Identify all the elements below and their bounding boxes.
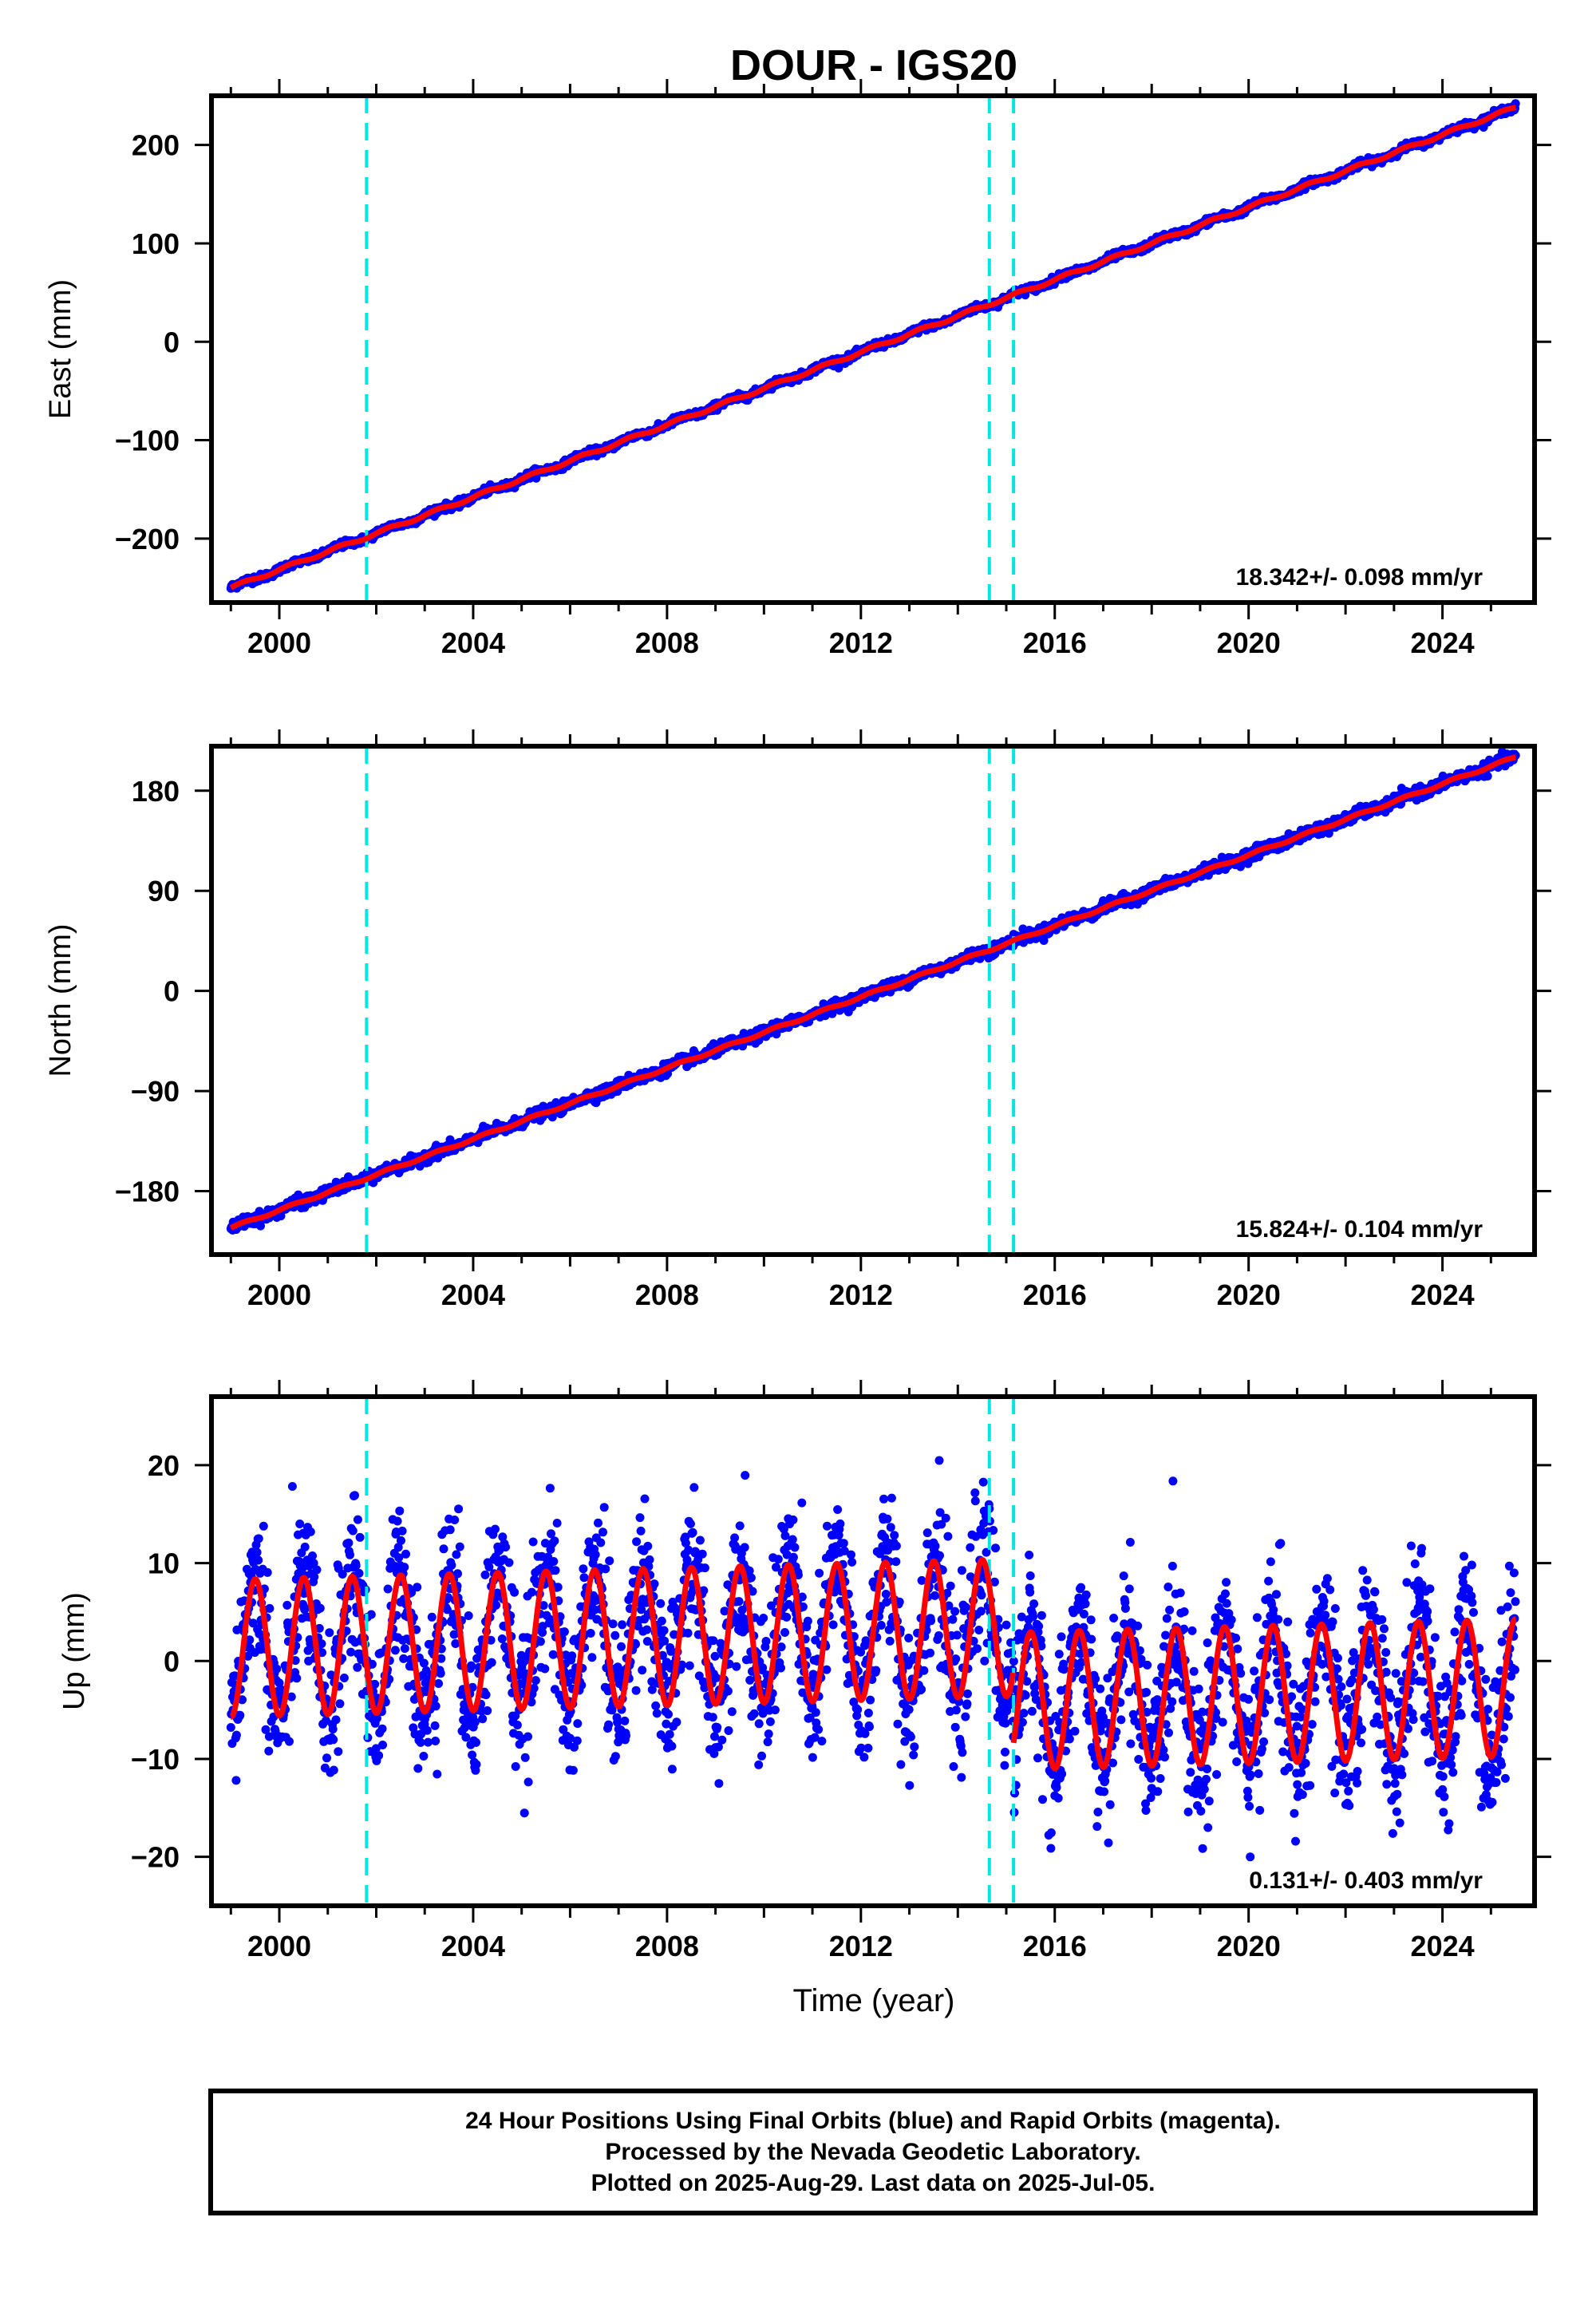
data-point [374, 1751, 384, 1761]
x-tick-label: 2000 [247, 1279, 311, 1311]
data-point [292, 1674, 302, 1683]
data-point [325, 1628, 334, 1638]
data-point [329, 1765, 338, 1775]
data-point [254, 1534, 263, 1543]
x-tick-label: 2004 [441, 626, 505, 659]
data-point [272, 1664, 282, 1674]
data-point [295, 1520, 305, 1528]
y-tick-label: 200 [132, 129, 180, 162]
data-point [259, 1521, 268, 1531]
data-point [383, 1584, 393, 1594]
final-orbit-points [226, 1456, 1520, 1862]
y-tick-label: 90 [148, 875, 180, 907]
data-point [264, 1746, 274, 1756]
data-point [235, 1710, 245, 1720]
data-point [1483, 772, 1492, 781]
data-point [344, 1538, 354, 1547]
x-tick-label: 2008 [635, 1279, 699, 1311]
data-point [263, 1567, 272, 1577]
data-point [300, 1605, 310, 1614]
data-point [400, 1563, 409, 1572]
y-tick-label: −200 [115, 523, 180, 555]
data-point [231, 1730, 241, 1740]
data-point [331, 1715, 341, 1725]
east-panel: 2000 2004 2008 2012 2016 2020 2024 −200 −100 0 100… [44, 79, 1551, 659]
x-tick-label: 2016 [1023, 1279, 1087, 1311]
x-tick-label: 2020 [1217, 626, 1281, 659]
data-point [300, 1542, 310, 1551]
data-point [254, 1555, 263, 1565]
y-tick-label: 0 [164, 975, 180, 1008]
y-tick-label: 180 [132, 775, 180, 808]
x-tick-label: 2020 [1217, 1279, 1281, 1311]
y-tick-label: −90 [131, 1075, 180, 1108]
x-tick-label: 2012 [829, 1279, 893, 1311]
model-fit-line [229, 754, 1516, 1231]
y-tick-label: 0 [164, 326, 180, 358]
y-tick-label: −100 [115, 425, 180, 457]
data-point [322, 1753, 331, 1763]
data-point [390, 1646, 400, 1655]
plot-area [226, 1397, 1520, 1906]
north-panel: 2000 2004 2008 2012 2016 2020 2024 −180 −90 0 90 18… [44, 729, 1551, 1311]
data-point [265, 1603, 275, 1613]
data-point [346, 1647, 356, 1657]
data-point [346, 1550, 354, 1559]
x-tick-label: 2024 [1411, 1279, 1475, 1311]
data-point [329, 1735, 338, 1745]
data-point [353, 1662, 362, 1672]
x-tick-label: 2024 [1411, 626, 1475, 659]
data-point [308, 1551, 317, 1560]
x-tick-label: 2016 [1023, 626, 1087, 659]
data-point [350, 1491, 359, 1500]
data-point [306, 1527, 315, 1536]
x-tick-label: 2000 [247, 626, 311, 659]
data-point [315, 1603, 325, 1613]
y-axis-label: North (mm) [44, 923, 77, 1077]
data-point [397, 1535, 405, 1545]
data-point [377, 1724, 387, 1733]
plot-area [226, 96, 1520, 603]
data-point [393, 1516, 402, 1526]
data-point [252, 1547, 262, 1557]
x-tick-label: 2004 [441, 1279, 505, 1311]
data-point [397, 1526, 407, 1535]
data-point [328, 1725, 338, 1734]
data-point [285, 1737, 294, 1746]
up-panel: 2000 2004 2008 2012 2016 2020 2024−20−1001020U… [57, 1380, 1551, 1962]
plot-area [226, 746, 1520, 1255]
data-point [312, 1565, 322, 1575]
data-point [226, 1723, 235, 1732]
data-point [353, 1515, 362, 1524]
x-tick-label: 2012 [829, 626, 893, 659]
data-point [334, 1747, 343, 1757]
data-point [366, 1610, 376, 1619]
y-tick-label: 100 [132, 227, 180, 260]
data-point [282, 1600, 292, 1610]
model-fit-line [229, 105, 1516, 591]
data-point [395, 1506, 405, 1516]
figure-title: DOUR - IGS20 [730, 41, 1017, 89]
y-axis-label: East (mm) [44, 279, 77, 419]
data-point [231, 1776, 241, 1785]
y-tick-label: −180 [115, 1176, 180, 1208]
data-point [348, 1526, 358, 1535]
data-point [339, 1674, 349, 1682]
data-point [351, 1561, 361, 1571]
data-point [355, 1532, 365, 1542]
rate-label: 15.824+/- 0.104 mm/yr [1236, 1216, 1483, 1243]
data-point [335, 1699, 345, 1709]
rate-label: 18.342+/- 0.098 mm/yr [1236, 564, 1483, 591]
x-tick-label: 2008 [635, 626, 699, 659]
data-point [287, 1482, 297, 1491]
data-point [378, 1741, 387, 1749]
